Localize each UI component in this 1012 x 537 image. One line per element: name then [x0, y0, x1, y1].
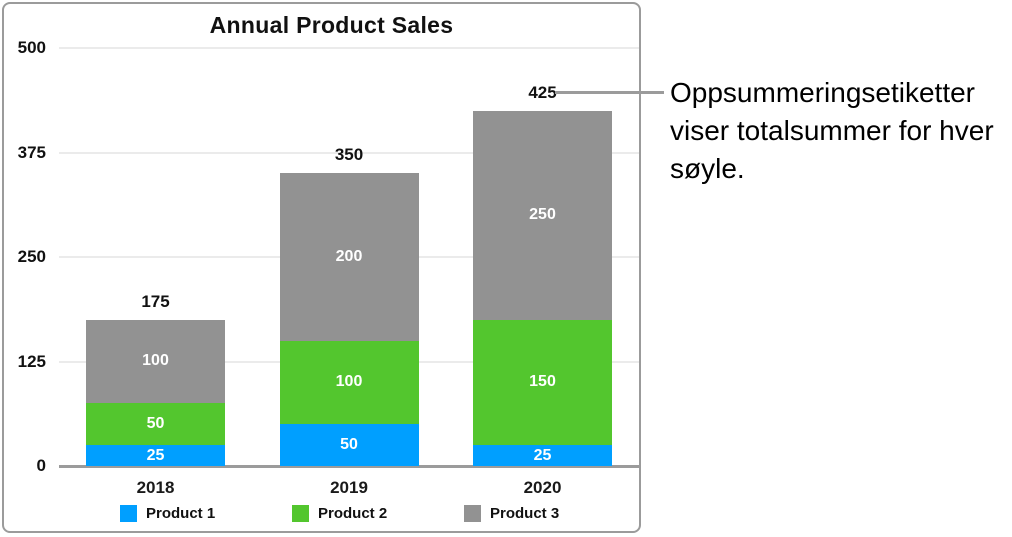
segment-value-label: 50 [340, 436, 358, 454]
legend-swatch [120, 505, 137, 522]
bar-segment-product-1: 25 [86, 445, 225, 466]
y-axis-tick-label: 500 [17, 38, 46, 57]
chart-title: Annual Product Sales [209, 12, 454, 38]
segment-value-label: 250 [529, 206, 556, 224]
legend-item-product-3: Product 3 [464, 505, 559, 522]
bar-segment-product-1: 25 [473, 445, 612, 466]
segment-value-label: 200 [335, 247, 363, 265]
segment-value-label: 100 [142, 352, 169, 370]
callout-line [555, 91, 664, 94]
legend-item-label: Product 3 [490, 505, 560, 522]
gridline-375 [59, 151, 639, 154]
bar-segment-product-2: 150 [473, 319, 612, 446]
legend-item-product-1: Product 1 [120, 505, 215, 522]
segment-value-label: 25 [146, 446, 165, 464]
legend-item-product-2: Product 2 [292, 505, 387, 522]
segment-value-label: 100 [335, 373, 363, 391]
segment-value-label: 150 [529, 373, 556, 391]
x-axis-label: 2018 [136, 478, 175, 497]
bar-segment-product-3: 250 [473, 110, 612, 320]
y-axis-tick-label: 375 [17, 142, 46, 162]
total-label: 350 [334, 145, 364, 165]
gridline-500 [59, 47, 639, 49]
bar-segment-product-3: 200 [279, 173, 419, 341]
y-axis-tick-label: 125 [17, 351, 46, 371]
legend-swatch [464, 505, 481, 522]
segment-value-label: 50 [146, 415, 165, 433]
x-axis-label: 2019 [330, 478, 368, 497]
x-axis-label: 2020 [523, 478, 562, 497]
y-axis-tick-label: 0 [36, 456, 46, 475]
bar-segment-product-2: 100 [279, 340, 419, 425]
y-axis-tick-label: 250 [17, 247, 46, 266]
legend-item-label: Product 2 [318, 505, 388, 522]
annotation-text: Oppsummeringsetiketter viser totalsummer… [670, 77, 994, 184]
legend-swatch [292, 505, 309, 522]
bar-segment-product-1: 50 [279, 424, 419, 466]
total-label: 175 [141, 291, 170, 311]
x-axis-line [59, 465, 639, 468]
total-label: 425 [528, 82, 557, 102]
chart-panel: Annual Product Sales 0 125 250 375 500 25 50 10… [2, 2, 641, 533]
bar-segment-product-3: 100 [86, 319, 225, 404]
bar-segment-product-2: 50 [86, 403, 225, 446]
legend-item-label: Product 1 [146, 505, 216, 522]
segment-value-label: 25 [533, 446, 552, 464]
